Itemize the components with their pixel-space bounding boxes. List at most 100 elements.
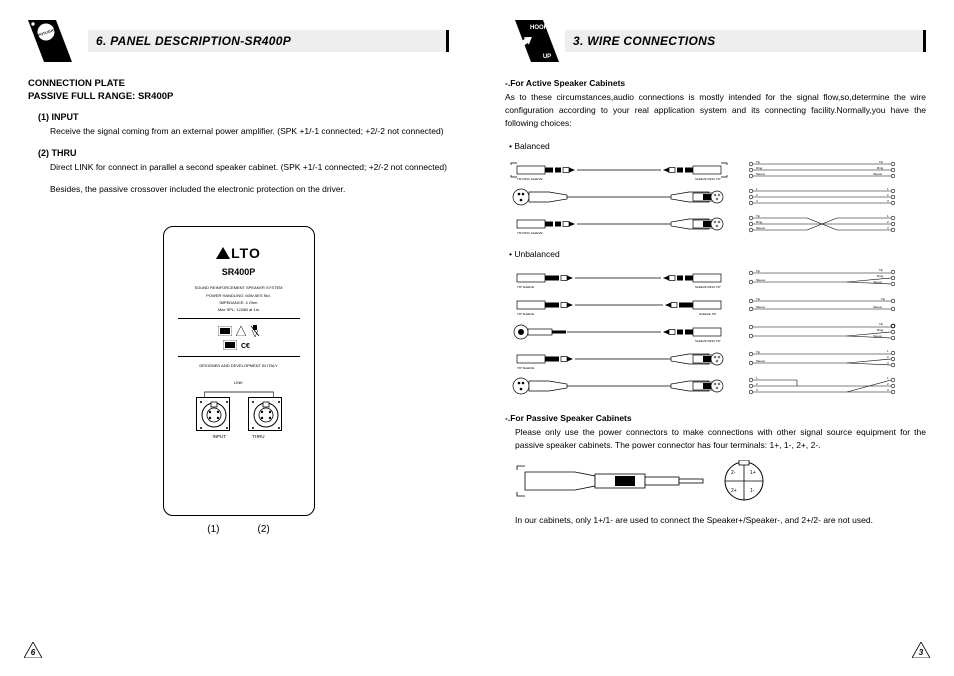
svg-text:1: 1 bbox=[887, 376, 889, 380]
svg-text:2: 2 bbox=[887, 193, 889, 197]
page-right: HOOK UP 3. WIRE CONNECTIONS -.For Active… bbox=[477, 0, 954, 676]
item-input-text: Receive the signal coming from an extern… bbox=[50, 126, 449, 138]
svg-text:C€: C€ bbox=[241, 343, 250, 349]
item-thru-text: Direct LINK for connect in parallel a se… bbox=[50, 162, 449, 174]
svg-text:3: 3 bbox=[919, 648, 924, 657]
page-number-right: 3 bbox=[912, 642, 930, 658]
svg-text:SLEEVE RING TIP: SLEEVE RING TIP bbox=[695, 339, 720, 343]
connector-input-icon bbox=[196, 397, 230, 431]
wire-unbal-ts-trs-icon: TIP SLEEVESLEEVE RING TIP bbox=[509, 267, 729, 289]
wire-row-unbal-4: TIP SLEEVE TipSleeve 123 bbox=[509, 348, 926, 370]
svg-text:Tip: Tip bbox=[756, 214, 760, 218]
svg-text:1: 1 bbox=[756, 187, 758, 191]
item-thru-label: (2) THRU bbox=[38, 148, 449, 158]
wire-unbal-xlr-xlr-icon bbox=[509, 375, 729, 397]
svg-text:3: 3 bbox=[887, 361, 889, 365]
svg-text:Ring: Ring bbox=[756, 166, 763, 170]
header-title-right: 3. WIRE CONNECTIONS bbox=[573, 34, 715, 48]
panel-designed: DESIGNED AND DEVELOPMENT IN ITALY bbox=[170, 363, 308, 368]
svg-text:Tip: Tip bbox=[756, 297, 760, 301]
wire-unbal-2-schematic-icon: Tip Sleeve Tip Sleeve bbox=[747, 294, 897, 316]
svg-text:Ring: Ring bbox=[756, 220, 763, 224]
hookup-icon: HOOK UP bbox=[505, 20, 559, 62]
header-bar-left: SPOTLIGHT 6. PANEL DESCRIPTION-SR400P bbox=[28, 20, 449, 62]
item-input-label: (1) INPUT bbox=[38, 112, 449, 122]
subheader-passive-range: PASSIVE FULL RANGE: SR400P bbox=[28, 91, 449, 102]
sub-active: -.For Active Speaker Cabinets bbox=[505, 78, 926, 88]
svg-text:2: 2 bbox=[887, 382, 889, 386]
wire-balanced-trs-trs-icon: TIP RING SLEEVESLEEVE RING TIP bbox=[509, 159, 729, 181]
panel-divider2 bbox=[178, 356, 300, 357]
page-num-left-text: 6 bbox=[31, 648, 36, 657]
svg-text:3: 3 bbox=[887, 226, 889, 230]
wire-balanced-trs-xlr-icon: TIP RING SLEEVE bbox=[509, 213, 729, 235]
panel-logo: LTO bbox=[170, 245, 308, 261]
svg-text:Sleeve: Sleeve bbox=[756, 226, 766, 230]
svg-text:Sleeve: Sleeve bbox=[873, 334, 883, 338]
panel-cert-icons2: C€ bbox=[170, 340, 308, 350]
svg-text:1-: 1- bbox=[750, 488, 755, 494]
header-title-left: 6. PANEL DESCRIPTION-SR400P bbox=[96, 34, 291, 48]
panel-connectors bbox=[170, 397, 308, 431]
balanced-wire-diagrams: TIP RING SLEEVESLEEVE RING TIP Tip Ring Sl… bbox=[509, 159, 926, 235]
bullet-unbalanced: • Unbalanced bbox=[509, 249, 926, 259]
svg-text:2-: 2- bbox=[731, 470, 736, 476]
svg-text:Sleeve: Sleeve bbox=[756, 305, 766, 309]
wire-unbal-1-schematic-icon: TipSleeve TipRingSleeve bbox=[747, 267, 897, 289]
passive-note: In our cabinets, only 1+/1- are used to … bbox=[515, 514, 926, 527]
header-bar-right: HOOK UP 3. WIRE CONNECTIONS bbox=[505, 20, 926, 62]
svg-text:1: 1 bbox=[887, 187, 889, 191]
svg-text:Tip: Tip bbox=[879, 160, 883, 164]
speakon-side-icon bbox=[515, 462, 715, 500]
wire-balanced-xlr-xlr-icon bbox=[509, 186, 729, 208]
item-thru-extra: Besides, the passive crossover included … bbox=[50, 184, 449, 196]
svg-text:Ring: Ring bbox=[877, 328, 884, 332]
wire-row-balanced-1: TIP RING SLEEVESLEEVE RING TIP Tip Ring Sl… bbox=[509, 159, 926, 181]
wire-balanced-trs-schematic-icon: TipRingSleeve TipRingSleeve bbox=[747, 159, 897, 181]
panel-logo-text: LTO bbox=[231, 245, 261, 261]
svg-text:TIP SLEEVE: TIP SLEEVE bbox=[517, 312, 534, 316]
svg-text:Tip: Tip bbox=[756, 350, 760, 354]
panel-divider1 bbox=[178, 318, 300, 319]
svg-text:Tip: Tip bbox=[879, 268, 883, 272]
speakon-diagram: 1+ 1- 2- 2+ bbox=[515, 460, 926, 502]
panel-line3: IMPEDANCE: 4 Ohm bbox=[170, 300, 308, 305]
wire-row-unbal-1: TIP SLEEVESLEEVE RING TIP TipSleeve TipR… bbox=[509, 267, 926, 289]
svg-text:1: 1 bbox=[887, 214, 889, 218]
svg-text:Sleeve: Sleeve bbox=[873, 172, 883, 176]
svg-text:3: 3 bbox=[756, 388, 758, 392]
svg-text:2: 2 bbox=[756, 193, 758, 197]
header-title-wrap-left: 6. PANEL DESCRIPTION-SR400P bbox=[88, 30, 449, 52]
wire-unbal-rca-trs-icon: SLEEVE RING TIP bbox=[509, 321, 729, 343]
svg-text:Sleeve: Sleeve bbox=[756, 172, 766, 176]
svg-text:HOOK: HOOK bbox=[530, 25, 549, 31]
panel-line4: Max SPL: 122dB at 1m bbox=[170, 307, 308, 312]
svg-text:2: 2 bbox=[887, 220, 889, 224]
panel-conn-labels: INPUT THRU bbox=[170, 434, 308, 439]
page-left: SPOTLIGHT 6. PANEL DESCRIPTION-SR400P CO… bbox=[0, 0, 477, 676]
wire-balanced-trs-xlr-schematic-icon: Tip Ring Sleeve 1 2 3 bbox=[747, 213, 897, 235]
bullet-balanced: • Balanced bbox=[509, 141, 926, 151]
panel-inner: LTO SR400P SOUND REINFORCEMENT SPEAKER S… bbox=[170, 233, 308, 509]
subheader-connection-plate: CONNECTION PLATE bbox=[28, 78, 449, 89]
wire-row-balanced-2: 123 123 bbox=[509, 186, 926, 208]
svg-text:3: 3 bbox=[756, 199, 758, 203]
unbalanced-wire-diagrams: TIP SLEEVESLEEVE RING TIP TipSleeve TipR… bbox=[509, 267, 926, 397]
panel-cert-icons bbox=[170, 325, 308, 337]
svg-text:1: 1 bbox=[887, 349, 889, 353]
wire-row-unbal-3: SLEEVE RING TIP TipRingSleeve bbox=[509, 321, 926, 343]
wire-unbal-3-schematic-icon: TipRingSleeve bbox=[747, 321, 897, 343]
svg-text:Tip: Tip bbox=[881, 297, 885, 301]
svg-text:SLEEVE RING TIP: SLEEVE RING TIP bbox=[695, 285, 720, 289]
panel-line2: POWER HANDLING: 60W AES Std. bbox=[170, 293, 308, 298]
panel-line1: SOUND REINFORCEMENT SPEAKER SYSTEM bbox=[170, 285, 308, 291]
svg-text:2: 2 bbox=[887, 355, 889, 359]
wire-row-balanced-3: TIP RING SLEEVE Tip Ring Sleeve 1 2 3 bbox=[509, 213, 926, 235]
panel-model: SR400P bbox=[170, 267, 308, 277]
svg-text:1: 1 bbox=[756, 376, 758, 380]
page-number-left: 6 bbox=[24, 642, 42, 658]
sub-passive: -.For Passive Speaker Cabinets bbox=[505, 413, 926, 423]
wire-balanced-xlr-schematic-icon: 123 123 bbox=[747, 186, 897, 208]
svg-text:Sleeve: Sleeve bbox=[873, 305, 883, 309]
svg-text:Ring: Ring bbox=[877, 274, 884, 278]
